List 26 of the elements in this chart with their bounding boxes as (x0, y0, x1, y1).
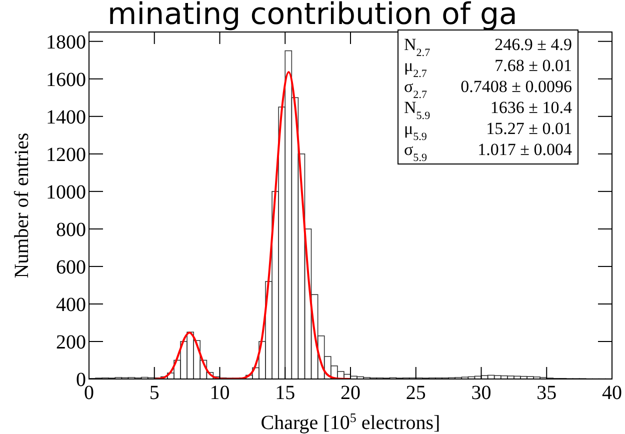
y-tick-label: 800 (56, 218, 86, 241)
text: σ$_{2.7}$ 0.7408 ± 0.0096 (404, 77, 572, 101)
y-tick-label: 200 (56, 331, 86, 354)
x-tick-label: 25 (406, 382, 426, 404)
x-axis-title: Charge [10$^{5}$ electrons] (260, 410, 440, 434)
y-tick-label: 600 (56, 256, 86, 278)
x-tick-label: 5 (149, 382, 160, 404)
y-tick-label: 1400 (46, 106, 86, 128)
text: μ$_{2.7}$ 7.68 ± 0.01 (404, 56, 572, 80)
x-tick-label: 35 (536, 382, 557, 404)
text: N$_{2.7}$ 246.9 ± 4.9 (404, 35, 572, 59)
x-tick-label: 10 (210, 382, 230, 404)
y-tick-label: 1200 (46, 144, 86, 166)
y-tick-label: 1000 (46, 181, 86, 204)
y-tick-label: 1600 (46, 68, 86, 91)
text: N$_{5.9}$ 1636 ± 10.4 (404, 98, 572, 122)
x-tick-label: 20 (340, 382, 360, 404)
chart-title: minating contribution of ga (108, 0, 518, 32)
y-axis-title: Number of entries (11, 132, 33, 278)
y-tick-label: 400 (56, 294, 86, 316)
text: μ$_{5.9}$ 15.27 ± 0.01 (404, 119, 572, 143)
text: σ$_{5.9}$ 1.017 ± 0.004 (404, 140, 572, 164)
x-tick-label: 40 (602, 382, 622, 404)
x-tick-label: 30 (471, 382, 492, 404)
x-tick-label: 15 (275, 382, 296, 404)
y-tick-label: 1800 (46, 31, 86, 54)
